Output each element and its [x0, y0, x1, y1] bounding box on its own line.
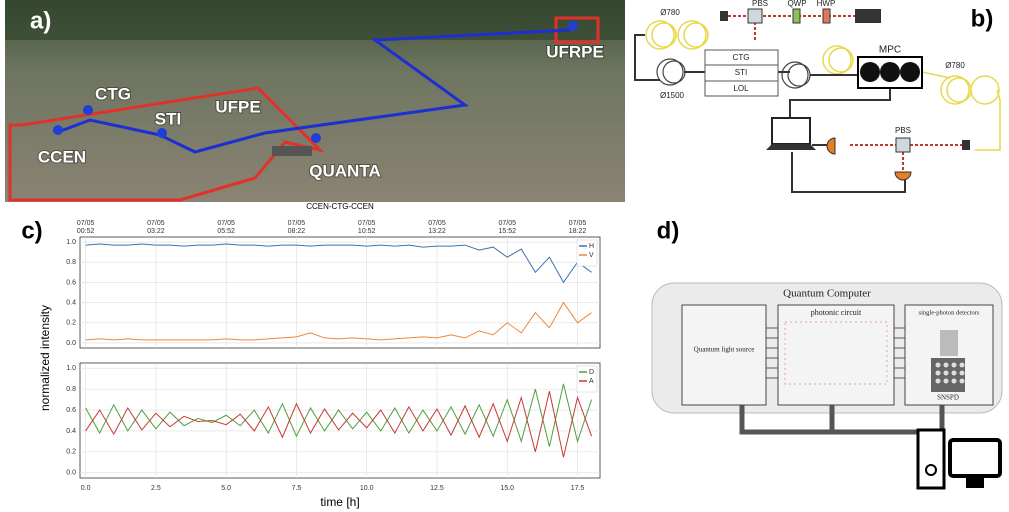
pbs	[748, 9, 762, 23]
panel-b: PBS QWP HWP Ø780 CTG STI LOL Ø1500 MPC Ø…	[635, 0, 1000, 192]
panel-d: d) Quantum Computer Quantum light source…	[652, 217, 1002, 488]
block-label: photonic circuit	[811, 308, 862, 317]
tower	[918, 430, 944, 488]
y-tick-label: 0.8	[66, 386, 76, 393]
site-label: UFRPE	[546, 42, 604, 61]
collimator	[720, 11, 728, 21]
x-tick-label: 0.0	[81, 485, 91, 492]
block-label: Quantum light source	[694, 346, 755, 354]
y-tick-label: 0.8	[66, 259, 76, 266]
component-label: Ø780	[945, 61, 965, 70]
component-label: HWP	[817, 0, 836, 8]
site-label: CTG	[95, 84, 131, 103]
y-tick-label: 0.6	[66, 279, 76, 286]
component-label: Ø780	[660, 8, 680, 17]
figure: a) UFRPE CTG STI UFPE CCEN QUANTA	[0, 0, 1009, 512]
building	[272, 146, 312, 156]
qwp	[793, 9, 800, 23]
x-tick-label: 2.5	[151, 485, 161, 492]
legend-label: D	[589, 369, 594, 376]
component-label: LOL	[733, 84, 749, 93]
component-label: CTG	[733, 53, 750, 62]
block-label: single-photon detectors	[919, 309, 980, 316]
panel-label: d)	[657, 217, 680, 244]
y-tick-label: 0.2	[66, 320, 76, 327]
y-tick-label: 0.4	[66, 428, 76, 435]
pbs	[896, 138, 910, 152]
block-label: SNSPD	[937, 394, 959, 402]
site-label: QUANTA	[309, 161, 380, 180]
detector	[895, 172, 911, 180]
site-label: CCEN	[38, 147, 86, 166]
component-label: STI	[735, 68, 747, 77]
x-tick-label: 10.0	[360, 485, 374, 492]
x-tick-label: 12.5	[430, 485, 444, 492]
y-tick-label: 0.2	[66, 449, 76, 456]
panel-c: c) normalized intensity 0.0 0.2 0.4 0.6 0.8 1…	[21, 202, 600, 509]
panel-label: b)	[971, 5, 994, 32]
x-tick-label: 5.0	[221, 485, 231, 492]
legend-label: V	[589, 252, 594, 259]
laptop	[772, 118, 810, 144]
y-tick-label: 1.0	[66, 365, 76, 372]
monitor	[950, 440, 1000, 476]
component-label: PBS	[752, 0, 768, 8]
y-tick-label: 0.0	[66, 470, 76, 477]
fiber-bundle	[940, 330, 958, 356]
laser	[855, 9, 881, 23]
component-label: QWP	[787, 0, 806, 8]
snspd-array	[931, 358, 965, 392]
component-label: PBS	[895, 126, 911, 135]
component-label: Ø1500	[660, 91, 685, 100]
site-label: STI	[155, 109, 181, 128]
y-axis-label: normalized intensity	[38, 305, 52, 411]
collimator	[962, 140, 970, 150]
panel-label: a)	[30, 7, 51, 34]
site-label: UFPE	[215, 97, 260, 116]
legend-label: A	[589, 378, 594, 385]
plot-area	[80, 363, 600, 478]
panel-a: a) UFRPE CTG STI UFPE CCEN QUANTA	[5, 0, 625, 202]
chart-title: CCEN-CTG-CCEN	[306, 202, 374, 211]
detector	[827, 138, 835, 154]
legend-label: H	[589, 243, 594, 250]
x-tick-label: 15.0	[500, 485, 514, 492]
circuit-box	[778, 305, 894, 405]
hwp	[823, 9, 830, 23]
x-tick-label: 17.5	[571, 485, 585, 492]
source-box	[682, 305, 766, 405]
y-tick-label: 0.0	[66, 340, 76, 347]
x-tick-label: 7.5	[292, 485, 302, 492]
y-tick-label: 1.0	[66, 239, 76, 246]
hills	[5, 0, 625, 40]
y-tick-label: 0.6	[66, 407, 76, 414]
panel-label: c)	[21, 217, 42, 244]
y-tick-label: 0.4	[66, 299, 76, 306]
x-axis-label: time [h]	[320, 495, 359, 509]
fiber-coils	[646, 21, 1000, 150]
component-label: MPC	[879, 45, 901, 56]
frame-title: Quantum Computer	[783, 288, 871, 300]
